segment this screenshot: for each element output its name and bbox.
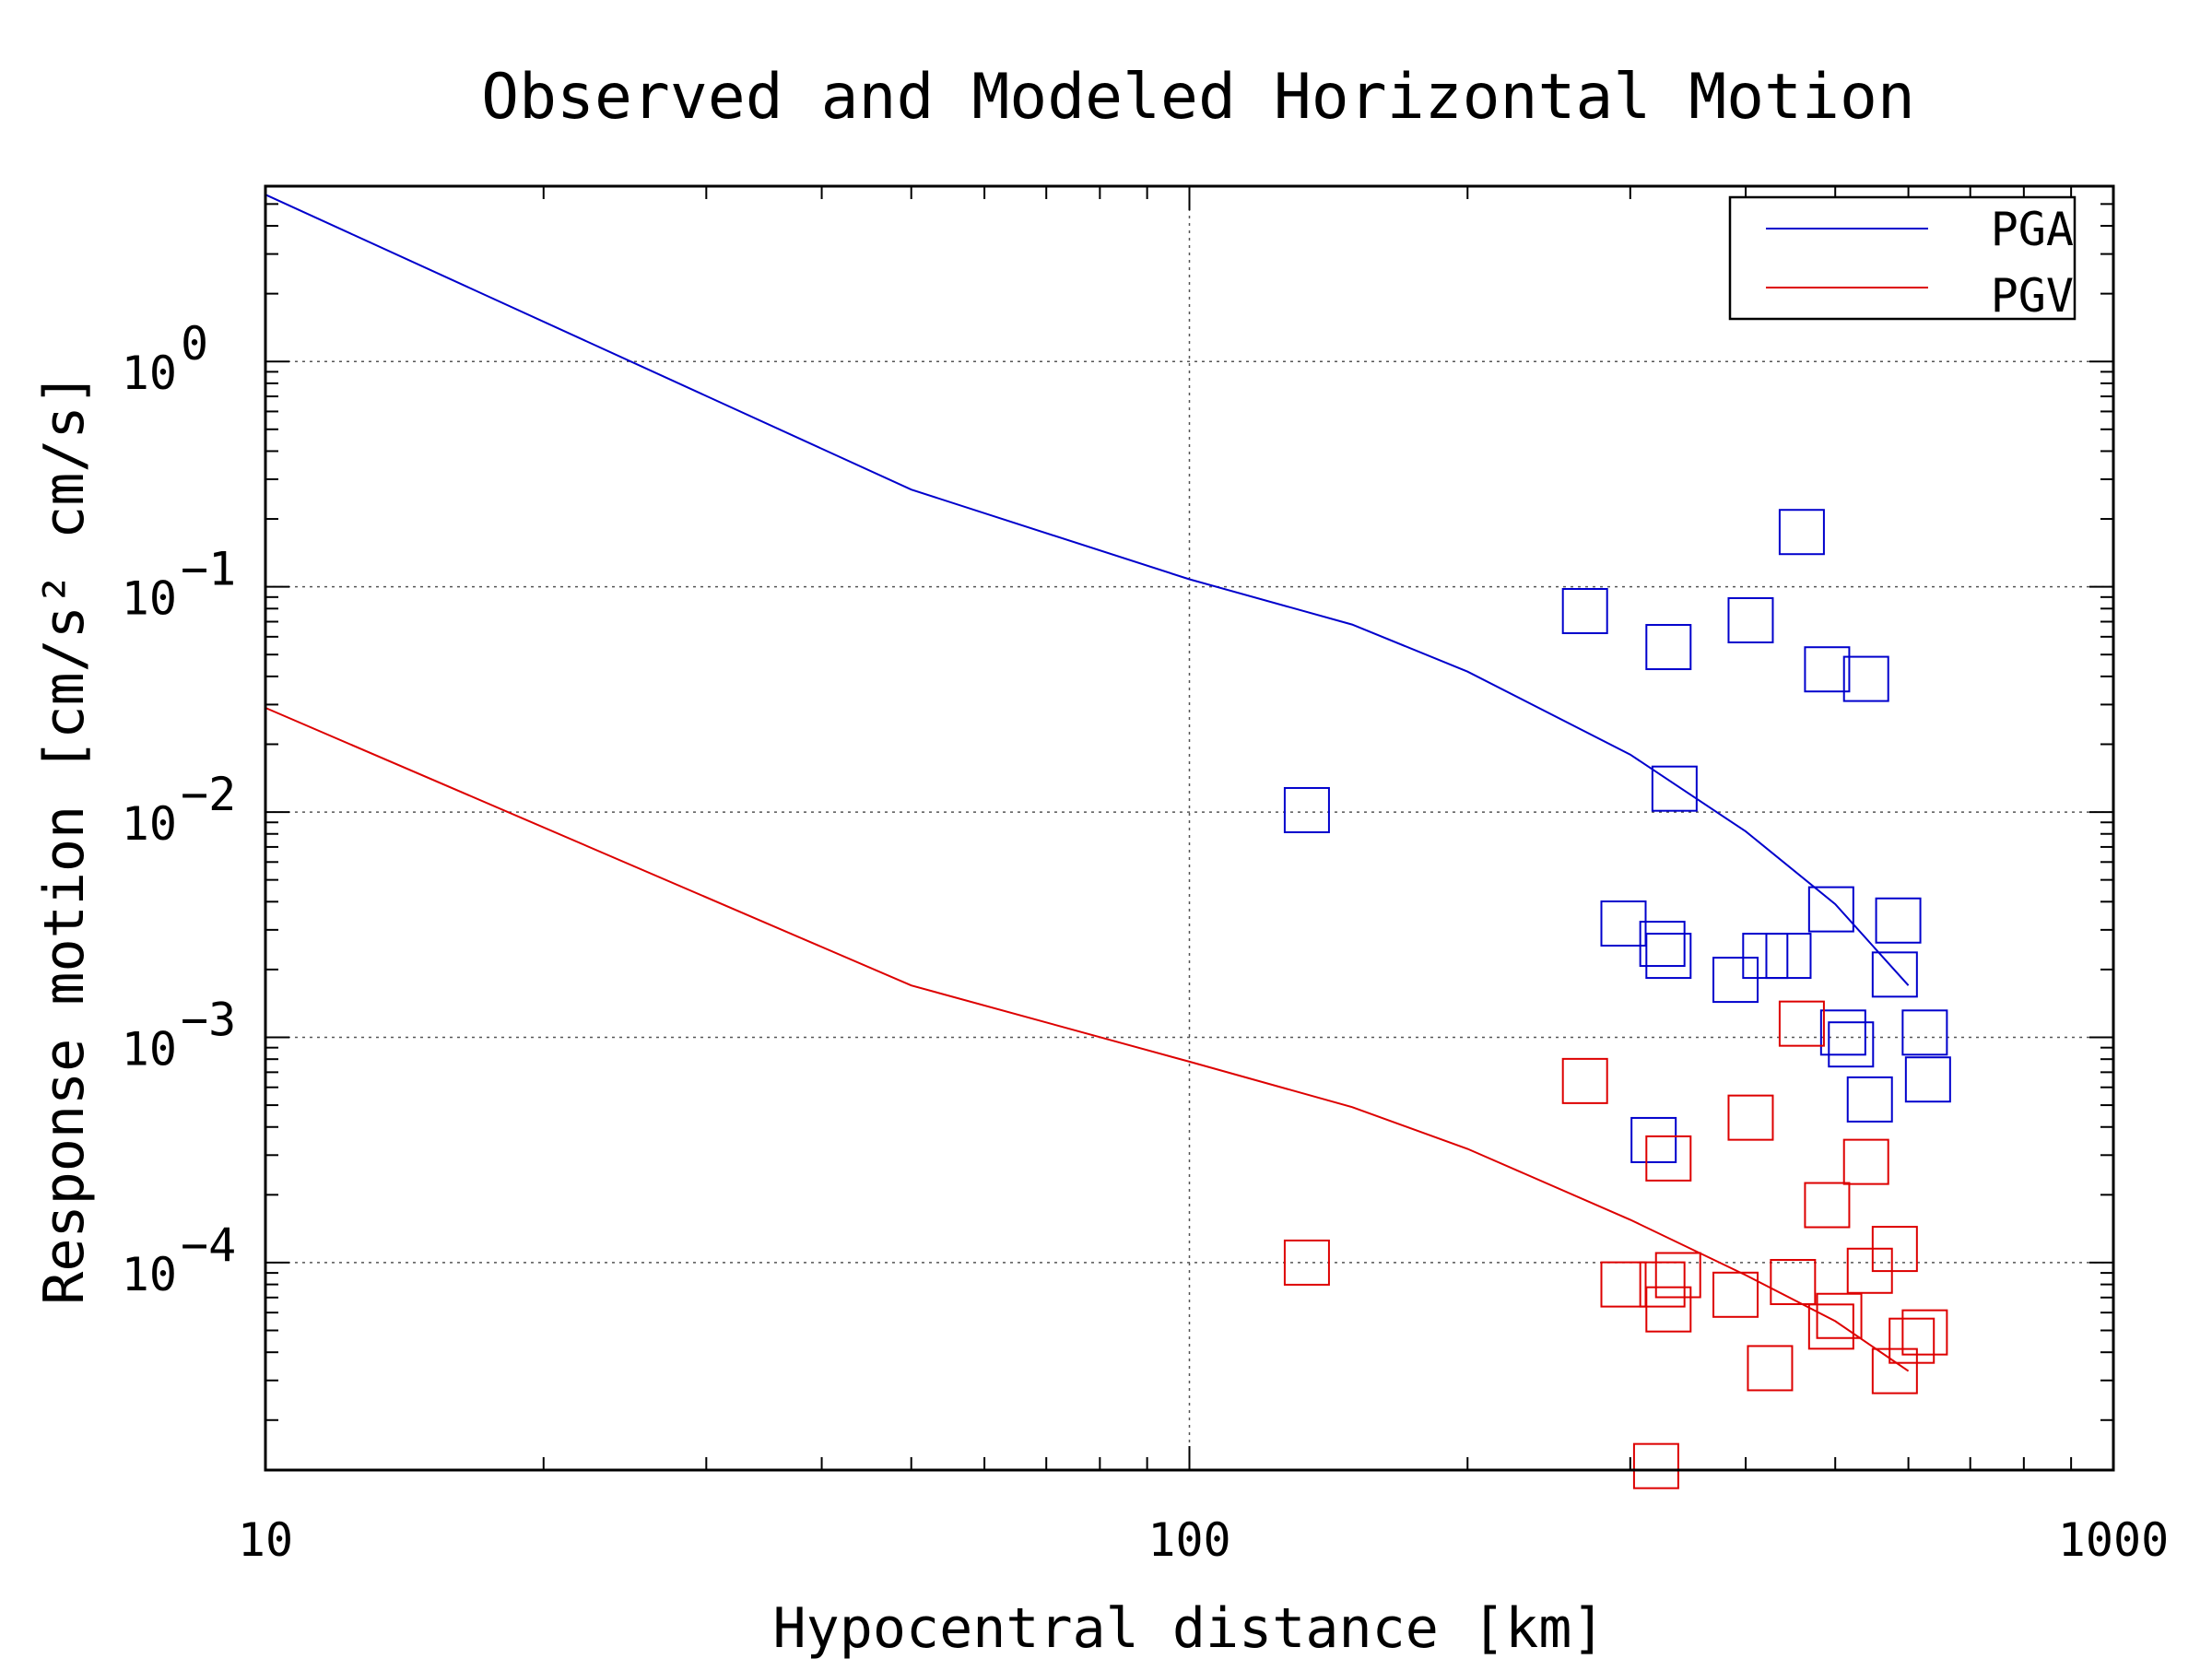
data-point-pgv (1888, 1317, 1936, 1364)
y-tick-label: 10 (122, 797, 177, 851)
data-point-pga (1804, 646, 1851, 693)
data-point-pgv (1712, 1271, 1759, 1318)
data-point-pga (1283, 786, 1330, 833)
data-point-pgv (1561, 1057, 1608, 1104)
data-point-pga (1871, 951, 1918, 998)
data-point-pga (1778, 509, 1825, 556)
y-tick-label: 10 (122, 1248, 177, 1301)
data-point-pga (1600, 900, 1647, 947)
data-point-pga (1651, 765, 1698, 812)
legend: PGA PGV (1728, 195, 2077, 323)
x-axis-label: Hypocentral distance [km] (772, 1596, 1605, 1659)
data-point-pga (1904, 1056, 1951, 1103)
y-tick-label-exponent: −3 (181, 993, 236, 1046)
y-tick-label-exponent: −2 (181, 768, 236, 821)
plot-frame (264, 184, 2115, 1472)
y-tick-label: 10 (122, 1022, 177, 1076)
y-axis-label: Response motion [cm/s² cm/s] (32, 372, 97, 1304)
data-point-pgv (1871, 1347, 1918, 1394)
x-tick-label: 10 (238, 1513, 293, 1567)
y-tick-label: 10 (122, 347, 177, 400)
data-point-pga (1828, 1021, 1875, 1068)
data-point-pga (1645, 933, 1692, 980)
data-point-pga (1645, 624, 1692, 671)
data-point-pgv (1842, 1138, 1889, 1185)
data-point-pgv (1639, 1261, 1686, 1308)
data-point-pga (1742, 933, 1789, 980)
data-point-pgv (1645, 1135, 1692, 1182)
legend-box (1728, 195, 2077, 321)
series-lines (265, 194, 1910, 1372)
data-point-pga (1639, 921, 1686, 968)
data-point-pgv (1816, 1292, 1863, 1339)
chart-title: Observed and Modeled Horizontal Motion (481, 61, 1915, 134)
data-point-pga (1727, 596, 1774, 643)
data-point-pga (1712, 957, 1759, 1004)
data-point-pgv (1804, 1182, 1851, 1229)
x-tick-label: 100 (1147, 1513, 1230, 1567)
data-point-pga (1765, 933, 1812, 980)
y-tick-label: 10 (122, 572, 177, 626)
data-point-pga (1875, 897, 1922, 944)
legend-label-pgv: PGV (1991, 269, 2074, 323)
data-point-pgv (1778, 1000, 1825, 1047)
data-point-pgv (1654, 1252, 1701, 1299)
data-point-pga (1842, 655, 1889, 702)
data-point-pgv (1770, 1258, 1817, 1305)
data-point-pga (1819, 1009, 1866, 1056)
legend-label-pga: PGA (1991, 203, 2074, 256)
data-point-pgv (1632, 1442, 1679, 1489)
grid (265, 186, 2113, 1470)
data-point-pgv (1727, 1094, 1774, 1141)
y-tick-label-exponent: −1 (181, 543, 236, 596)
data-point-pga (1846, 1076, 1893, 1123)
data-point-pgv (1645, 1286, 1692, 1333)
data-point-pga (1807, 886, 1854, 933)
data-point-pgv (1901, 1309, 1948, 1356)
series-line-pgv (265, 707, 1910, 1372)
series-line-pga (265, 194, 1910, 986)
y-tick-label-exponent: 0 (181, 317, 208, 371)
data-point-pgv (1747, 1345, 1794, 1392)
data-point-pga (1901, 1009, 1948, 1056)
series-points (1283, 509, 1951, 1489)
y-tick-label-exponent: −4 (181, 1218, 236, 1272)
data-point-pgv (1807, 1303, 1854, 1350)
x-tick-label: 1000 (2058, 1513, 2169, 1567)
data-point-pgv (1871, 1226, 1918, 1273)
data-point-pgv (1283, 1239, 1330, 1286)
data-point-pga (1630, 1116, 1677, 1163)
data-point-pga (1561, 588, 1608, 635)
data-point-pgv (1600, 1261, 1647, 1308)
